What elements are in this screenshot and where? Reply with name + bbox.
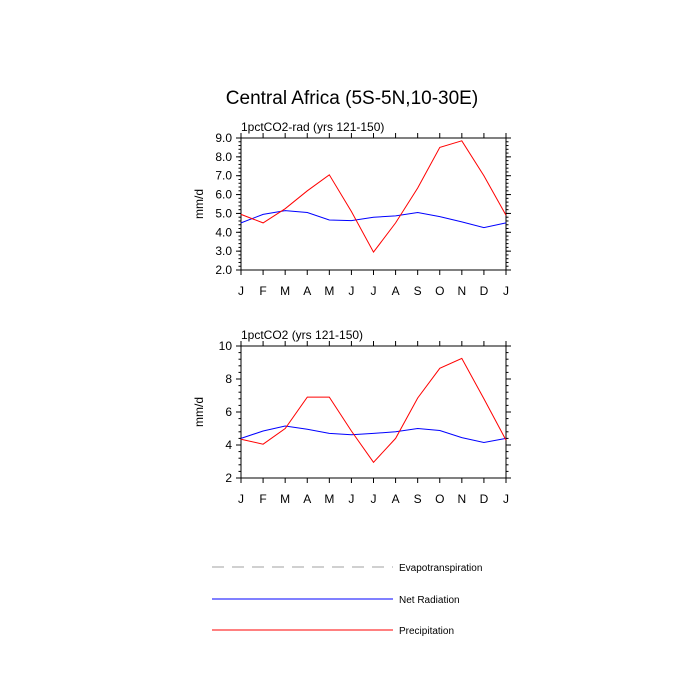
figure-title: Central Africa (5S-5N,10-30E) <box>226 88 478 109</box>
y-tick-label: 2 <box>225 471 232 485</box>
y-tick-label: 5.0 <box>215 206 232 220</box>
series-line-precipitation <box>240 357 507 464</box>
x-tick-label: O <box>435 284 444 298</box>
x-tick-label: F <box>259 492 266 506</box>
y-tick-label: 6 <box>225 405 232 419</box>
x-tick-label: J <box>238 492 244 506</box>
x-tick-label: D <box>480 284 489 298</box>
legend: Evapotranspiration Net Radiation Precipita… <box>212 563 482 637</box>
y-tick-label: 8.0 <box>215 150 232 164</box>
y-tick-label: 6.0 <box>215 188 232 202</box>
x-tick-label: N <box>457 284 466 298</box>
legend-label-evapotranspiration: Evapotranspiration <box>399 563 482 574</box>
x-tick-label: S <box>414 284 422 298</box>
x-tick-label: M <box>280 284 290 298</box>
y-axis-label: mm/d <box>192 397 206 427</box>
series-line-net-radiation <box>240 425 507 444</box>
y-tick-label: 2.0 <box>215 263 232 277</box>
legend-label-precipitation: Precipitation <box>399 626 454 637</box>
x-tick-label: F <box>259 284 266 298</box>
x-tick-label: N <box>457 492 466 506</box>
y-tick-label: 9.0 <box>215 131 232 145</box>
plot-frame <box>240 137 507 271</box>
chart-panel-1: 1pctCO2-rad (yrs 121-150) mm/d 2.0 3.0 4.0 5.… <box>192 120 511 298</box>
legend-label-net-radiation: Net Radiation <box>399 595 460 606</box>
panels: 1pctCO2-rad (yrs 121-150) mm/d 2.0 3.0 4.0 5.… <box>192 120 511 506</box>
panel-title: 1pctCO2-rad (yrs 121-150) <box>241 120 384 134</box>
y-tick-label: 8 <box>225 372 232 386</box>
y-axis-label: mm/d <box>192 189 206 219</box>
x-tick-label: A <box>392 492 400 506</box>
x-tick-label: J <box>503 284 509 298</box>
y-tick-label: 10 <box>219 339 233 353</box>
series-line-net-radiation <box>240 210 507 229</box>
x-tick-label: J <box>238 284 244 298</box>
x-tick-label: J <box>371 492 377 506</box>
y-tick-label: 4.0 <box>215 225 232 239</box>
panel-title: 1pctCO2 (yrs 121-150) <box>241 328 363 342</box>
x-tick-label: J <box>348 492 354 506</box>
y-tick-label: 4 <box>225 438 232 452</box>
x-tick-label: D <box>480 492 489 506</box>
x-tick-label: M <box>324 284 334 298</box>
x-tick-label: S <box>414 492 422 506</box>
x-tick-label: M <box>324 492 334 506</box>
x-tick-label: J <box>503 492 509 506</box>
x-tick-label: A <box>303 284 311 298</box>
x-tick-label: A <box>303 492 311 506</box>
y-tick-label: 7.0 <box>215 169 232 183</box>
x-tick-label: O <box>435 492 444 506</box>
x-tick-label: J <box>371 284 377 298</box>
series-line-precipitation <box>240 140 507 254</box>
x-tick-label: J <box>348 284 354 298</box>
y-tick-label: 3.0 <box>215 244 232 258</box>
x-tick-label: A <box>392 284 400 298</box>
x-tick-label: M <box>280 492 290 506</box>
